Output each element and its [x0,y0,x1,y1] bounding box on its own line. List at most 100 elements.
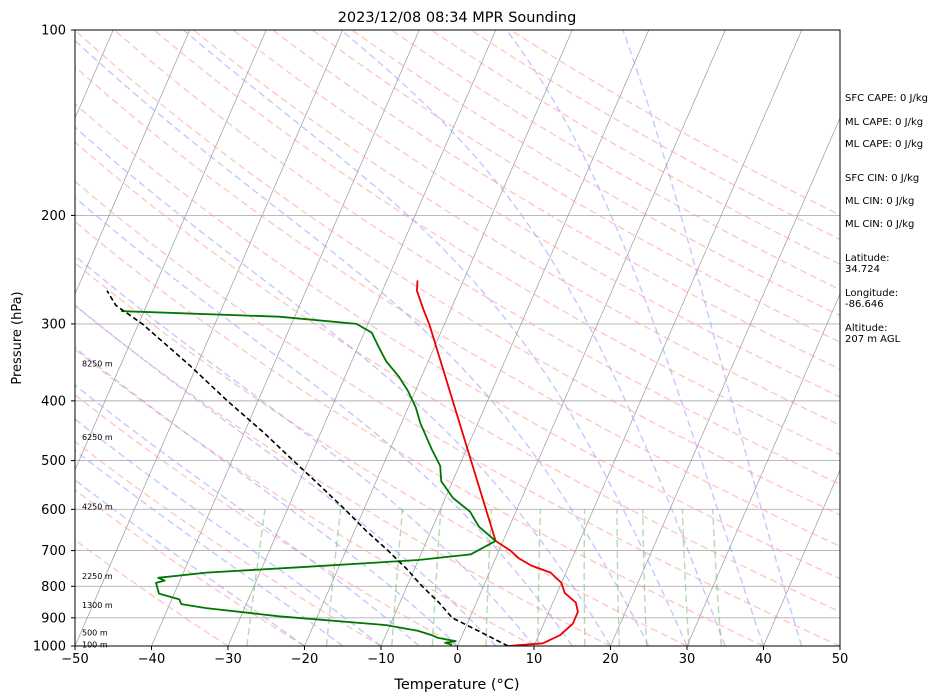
sfc-cape-note: SFC CAPE: 0 J/kg [845,93,928,104]
dry-adiabat-line [113,30,840,486]
dry-adiabat-line [311,30,840,343]
y-tick-label: 1000 [33,640,66,655]
ml-cape-note-1: ML CAPE: 0 J/kg [845,117,924,128]
x-tick-label: 40 [755,652,772,667]
mixing-ratio-line [246,509,266,646]
moist-adiabat-line [505,30,765,646]
x-tick-label: −40 [138,652,165,667]
mixing-ratio-line [391,509,404,646]
mixing-ratio-line [616,509,620,646]
height-labels: 8250 m 6250 m 4250 m 2250 m 1300 m 500 m 100 m [82,360,113,650]
x-tick-label: −10 [367,652,394,667]
dry-adiabat-line [75,489,305,646]
y-tick-label: 700 [41,544,66,559]
plot-frame [74,29,841,647]
y-axis-label: Pressure (hPa) [10,291,25,384]
dry-adiabat-line [75,304,611,646]
x-tick-label: −30 [214,652,241,667]
height-label: 100 m [82,641,108,650]
latitude-note: Latitude: 34.724 [845,253,890,275]
dry-adiabat-line [351,30,840,317]
moist-adiabat-line [75,418,382,646]
x-axis-label: Temperature (°C) [393,677,519,693]
mixing-ratio-line [712,509,722,646]
moist-adiabat-line [75,384,420,646]
x-tick-label: −20 [291,652,318,667]
isotherm-line [304,30,573,646]
dry-adiabat-line [75,65,840,548]
height-label: 500 m [82,628,108,637]
x-tick-label: 50 [832,652,849,667]
sfc-cin-note: SFC CIN: 0 J/kg [845,173,920,184]
ml-cin-note-1: ML CIN: 0 J/kg [845,196,915,207]
parcel-profile-line [106,290,509,646]
isotherm-line [533,30,803,646]
mixing-ratio-line [537,509,542,646]
dry-adiabat-line [75,30,840,516]
dewpoint-profile-line [121,310,497,646]
axis-ticks: −50 −40 −30 −20 −10 0 10 20 30 40 50 100 200 300 400 50… [33,24,848,668]
y-tick-label: 500 [41,454,66,469]
isotherm-line [75,30,344,646]
x-tick-label: 0 [453,652,461,667]
moist-adiabat-line [75,39,650,646]
temperature-profile-line [416,280,579,646]
dry-adiabat-line [153,30,840,456]
height-label: 2250 m [82,572,113,581]
x-tick-label: 30 [679,652,696,667]
height-label: 8250 m [82,360,113,369]
x-tick-label: 10 [526,652,543,667]
moist-adiabat-line [183,30,688,646]
dry-adiabat-line [75,180,840,646]
y-tick-label: 200 [41,209,66,224]
dry-adiabat-line [75,348,535,646]
height-label: 1300 m [82,601,113,610]
height-label: 4250 m [82,503,113,512]
isotherm-line [686,293,840,646]
moist-adiabat-line [75,304,497,646]
dry-adiabat-line [193,30,840,427]
y-tick-label: 300 [41,317,66,332]
mixing-ratio-line [681,509,690,646]
sounding-lines [106,280,579,646]
y-tick-label: 600 [41,503,66,518]
moist-adiabat-line [75,254,535,646]
y-tick-label: 800 [41,580,66,595]
ml-cin-note-2: ML CIN: 0 J/kg [845,219,915,230]
dry-adiabat-line [391,30,840,291]
dry-adiabat-line [232,30,840,398]
y-tick-label: 900 [41,611,66,626]
moist-adiabat-line [75,196,573,646]
isotherm-line [75,30,267,471]
isotherm-line [227,30,497,646]
x-tick-label: −50 [61,652,88,667]
isotherm-line [457,30,726,646]
mixing-ratio-line [485,509,493,646]
isotherm-line [610,117,840,646]
y-tick-label: 400 [41,394,66,409]
altitude-note: Altitude: 207 m AGL [845,323,901,345]
dry-adiabat-line [272,30,840,370]
dry-adiabat-line [75,262,688,646]
chart-title: 2023/12/08 08:34 MPR Sounding [338,10,577,26]
mixing-ratio-line [431,509,442,646]
isotherm-line [380,30,650,646]
mixing-ratio-line [583,509,586,646]
dry-adiabat-line [75,103,840,580]
moist-adiabat-line [340,30,726,646]
moist-adiabat-line [75,346,458,646]
isotherm-line [75,30,191,295]
longitude-note: Longitude: -86.646 [845,288,899,310]
background-grid [75,30,840,646]
dry-adiabat-line [75,220,764,646]
height-label: 6250 m [82,433,113,442]
ml-cape-note-2: ML CAPE: 0 J/kg [845,139,924,150]
moist-adiabat-line [622,30,803,646]
isotherm-line [763,469,840,646]
dry-adiabat-line [75,539,229,646]
x-tick-label: 20 [602,652,619,667]
isotherm-line [151,30,420,646]
dry-adiabat-line [75,393,458,646]
mixing-ratio-line [325,509,342,646]
